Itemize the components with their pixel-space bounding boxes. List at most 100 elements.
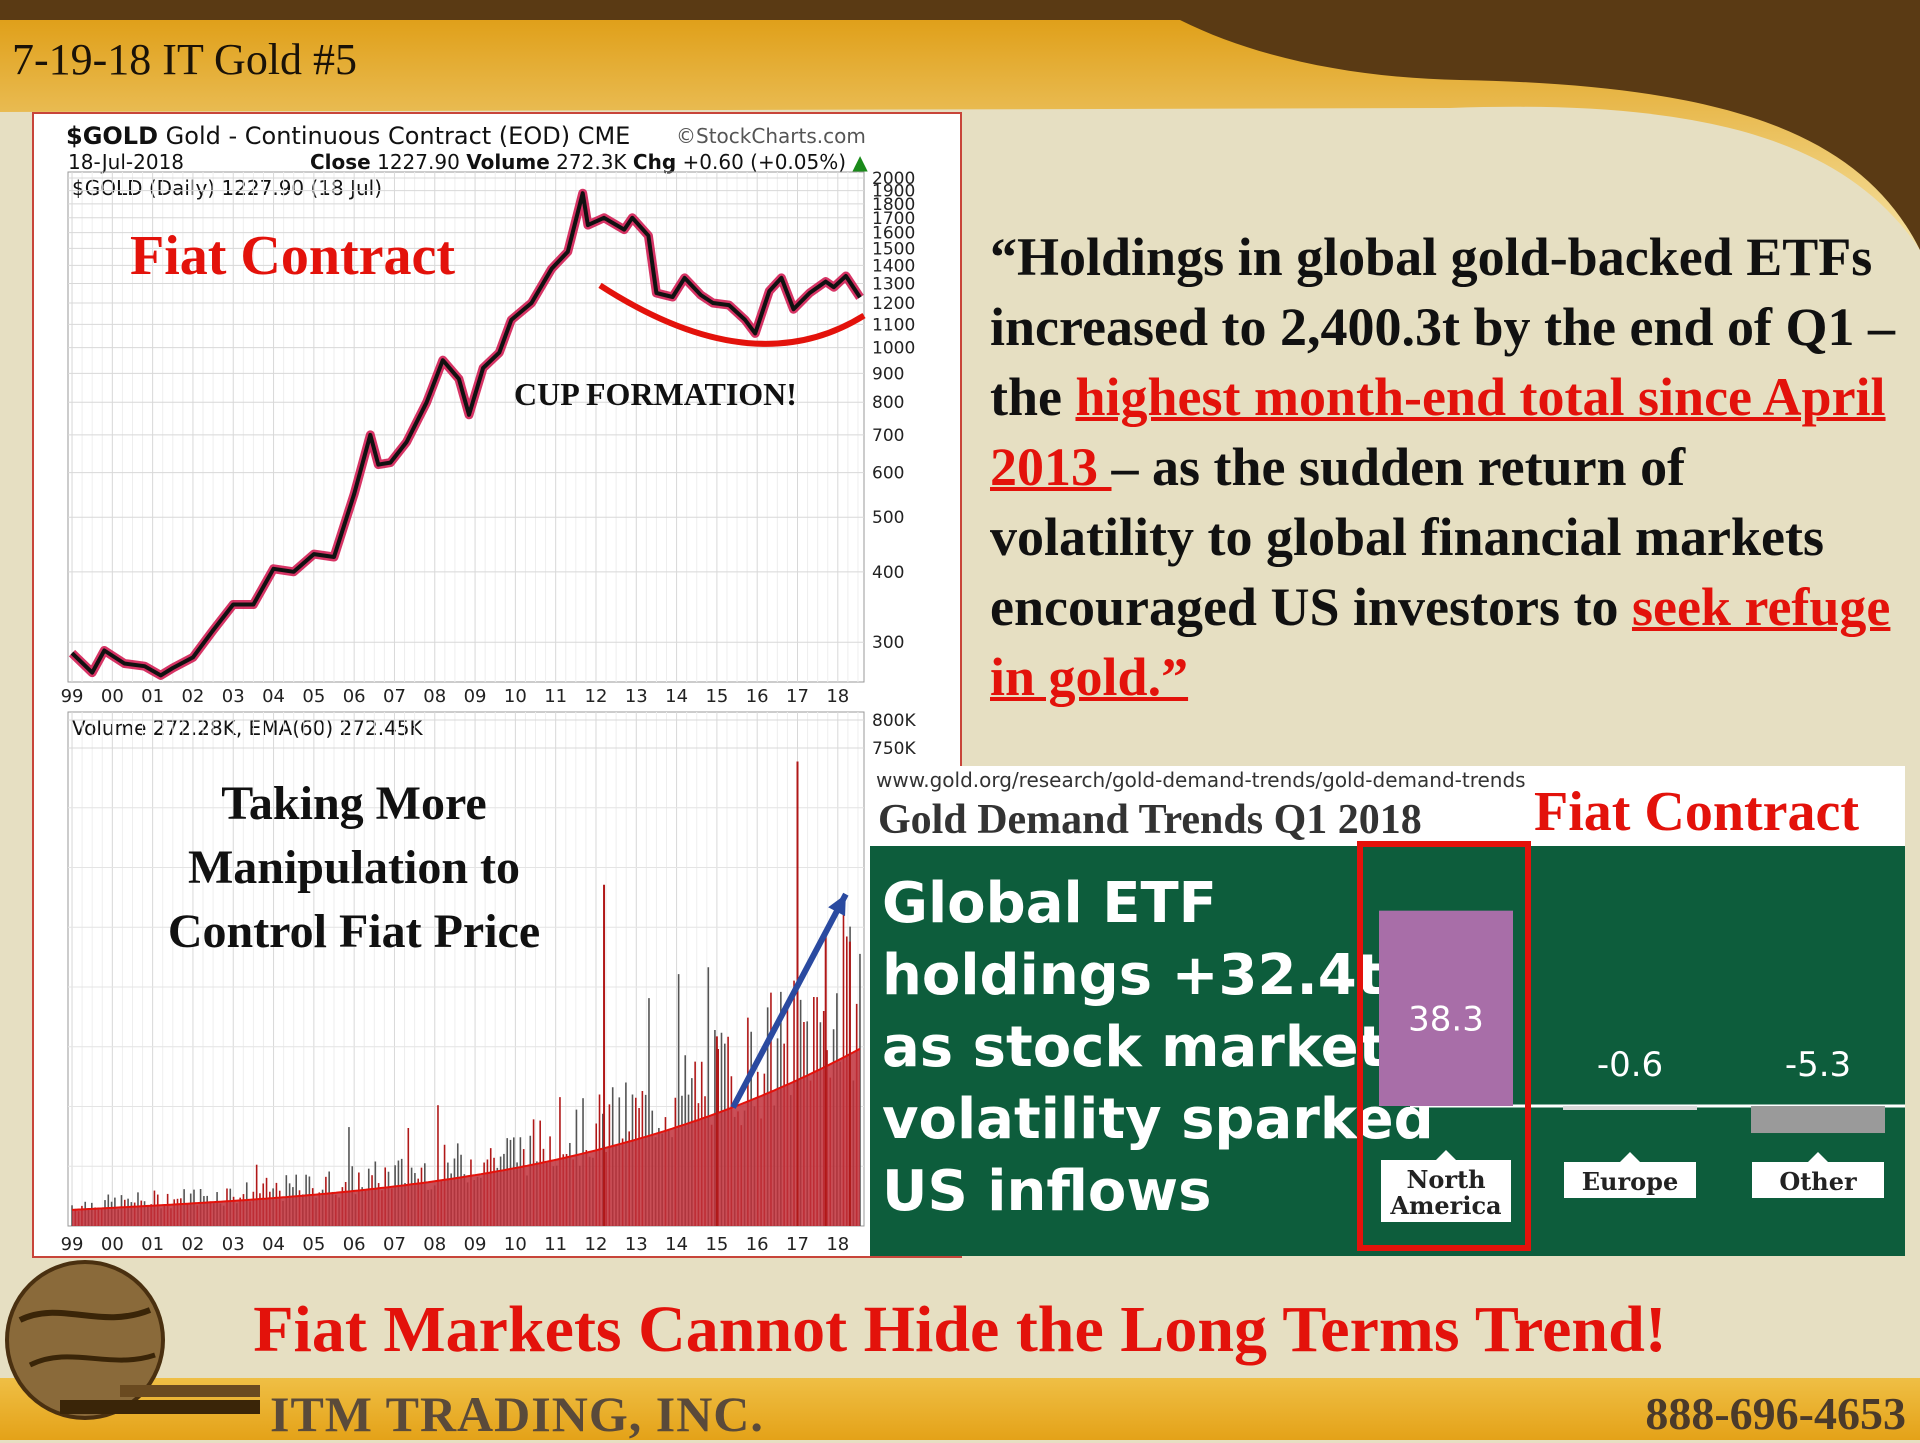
volume-area — [72, 1048, 860, 1226]
price-y-tick-label: 1400 — [872, 256, 915, 276]
etf-value-label: -0.6 — [1597, 1045, 1663, 1085]
volume-x-tick-label: 17 — [786, 1234, 809, 1255]
volume-x-tick-label: 09 — [464, 1234, 487, 1255]
chg-value: +0.60 (+0.05%) — [682, 150, 847, 174]
price-x-tick-label: 04 — [262, 686, 285, 707]
etf-category-label: North — [1406, 1165, 1485, 1194]
chart-description: Gold - Continuous Contract (EOD) — [165, 122, 571, 150]
north-america-highlight-box — [1357, 841, 1531, 1251]
price-y-tick-label: 1300 — [872, 274, 915, 294]
wgc-fiat-label: Fiat Contract — [1534, 781, 1860, 843]
price-x-tick-label: 18 — [826, 686, 849, 707]
quote-highlight-2: seek refuge in gold.” — [990, 577, 1891, 707]
slide-title: 7-19-18 IT Gold #5 — [12, 35, 358, 84]
etf-bar — [1751, 1106, 1885, 1134]
price-y-tick-label: 800 — [872, 393, 904, 413]
price-y-tick-label: 1000 — [872, 339, 915, 359]
etf-bar — [1563, 1106, 1697, 1110]
price-x-tick-label: 12 — [585, 686, 608, 707]
volume-value: 272.3K — [556, 150, 627, 174]
price-y-tick-label: 1800 — [872, 195, 915, 215]
footer-company: ITM TRADING, INC. — [270, 1386, 764, 1442]
volume-x-tick-label: 11 — [544, 1234, 567, 1255]
price-x-tick-label: 06 — [343, 686, 366, 707]
etf-category-label: Europe — [1582, 1167, 1678, 1196]
chart-symbol: $GOLD — [66, 122, 159, 150]
price-x-tick-label: 17 — [786, 686, 809, 707]
price-y-tick-label: 1900 — [872, 182, 915, 202]
fiat-contract-label: Fiat Contract — [130, 225, 456, 287]
volume-y-tick-label: 800K — [872, 711, 916, 731]
gold-demand-trends-panel: www.gold.org/research/gold-demand-trends… — [870, 766, 1905, 1256]
price-x-tick-label: 05 — [302, 686, 325, 707]
etf-category-label: Other — [1779, 1167, 1857, 1196]
footer-phone: 888-696-4653 — [1645, 1388, 1906, 1439]
price-x-tick-label: 13 — [625, 686, 648, 707]
volume-x-tick-label: 99 — [61, 1234, 84, 1255]
chg-label: Chg — [632, 150, 677, 174]
chart-date: 18-Jul-2018 — [68, 150, 185, 174]
manipulation-line-1: Taking More — [221, 777, 487, 830]
stockcharts-svg: 99 99 00 00 01 01 02 02 03 03 04 04 05 05 06 06 07 07 08 08… — [61, 169, 917, 1255]
price-legend: $GOLD (Daily) 1227.90 (18 Jul) — [72, 176, 383, 200]
close-value: 1227.90 — [377, 150, 460, 174]
price-x-tick-label: 01 — [141, 686, 164, 707]
etf-category-notch — [1808, 1152, 1828, 1162]
volume-y-tick-label: 750K — [872, 739, 916, 759]
volume-x-tick-label: 00 — [101, 1234, 124, 1255]
volume-x-tick-label: 02 — [181, 1234, 204, 1255]
globe-logo-icon — [5, 1260, 260, 1420]
manipulation-note: Taking More Manipulation to Control Fiat… — [84, 772, 624, 964]
wgc-headline: Global ETF holdings +32.4t as stock mark… — [882, 868, 1434, 1228]
wgc-headline-5: US inflows — [882, 1159, 1212, 1224]
price-x-tick-label: 09 — [464, 686, 487, 707]
wgc-headline-4: volatility sparked — [882, 1087, 1434, 1152]
etf-value-label: -5.3 — [1785, 1045, 1851, 1085]
price-x-tick-label: 08 — [423, 686, 446, 707]
price-y-tick-label: 500 — [872, 508, 904, 528]
volume-x-tick-label: 08 — [423, 1234, 446, 1255]
gold-price-line — [70, 191, 862, 678]
etf-bar — [1379, 910, 1513, 1106]
price-x-tick-label: 99 — [61, 686, 84, 707]
volume-x-tick-label: 13 — [625, 1234, 648, 1255]
price-y-tick-label: 2000 — [872, 169, 915, 189]
bottom-headline: Fiat Markets Cannot Hide the Long Terms … — [253, 1293, 1667, 1366]
price-x-tick-label: 03 — [222, 686, 245, 707]
price-x-tick-label: 14 — [665, 686, 688, 707]
cup-formation-arc — [598, 282, 866, 347]
price-x-tick-label: 00 — [101, 686, 124, 707]
manipulation-line-3: Control Fiat Price — [167, 905, 541, 958]
volume-x-tick-label: 04 — [262, 1234, 285, 1255]
price-x-tick-label: 11 — [544, 686, 567, 707]
price-x-tick-label: 07 — [383, 686, 406, 707]
price-y-tick-label: 700 — [872, 426, 904, 446]
wgc-headline-2: holdings +32.4t — [882, 943, 1384, 1008]
etf-category-box — [1752, 1162, 1884, 1198]
trend-arrow-icon — [730, 892, 849, 1109]
quote-highlight-1: highest month-end total since April 2013 — [990, 367, 1886, 497]
price-x-tick-label: 10 — [504, 686, 527, 707]
price-y-tick-label: 1500 — [872, 239, 915, 259]
volume-ema-line — [71, 1047, 861, 1211]
price-x-tick-label: 02 — [181, 686, 204, 707]
stockcharts-panel: $GOLD Gold - Continuous Contract (EOD) C… — [32, 112, 962, 1258]
close-label: Close — [310, 150, 371, 174]
quote-part-2: – as the sudden return of volatility to … — [990, 437, 1824, 637]
etf-category-box — [1564, 1162, 1696, 1198]
price-x-tick-label: 15 — [705, 686, 728, 707]
wgc-headline-1: Global ETF — [882, 871, 1217, 936]
chart-source: ©StockCharts.com — [676, 124, 866, 148]
price-y-tick-label: 1100 — [872, 315, 915, 335]
price-y-tick-label: 900 — [872, 364, 904, 384]
up-arrow-icon: ▲ — [852, 150, 868, 174]
volume-x-tick-label: 18 — [826, 1234, 849, 1255]
volume-x-tick-label: 01 — [141, 1234, 164, 1255]
price-y-tick-label: 300 — [872, 633, 904, 653]
wgc-headline-3: as stock market — [882, 1015, 1386, 1080]
etf-category-notch — [1620, 1152, 1640, 1162]
volume-x-tick-label: 05 — [302, 1234, 325, 1255]
quote-part-1: “Holdings in global gold-backed ETFs inc… — [990, 227, 1895, 427]
